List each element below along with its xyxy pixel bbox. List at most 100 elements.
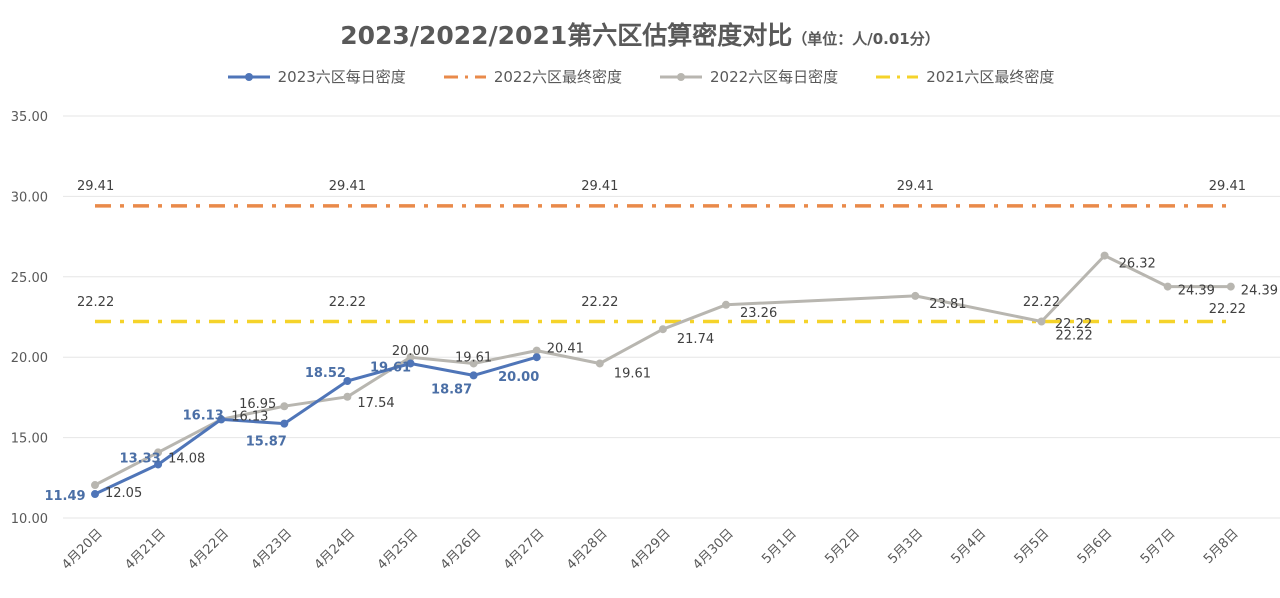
data-point-2022-daily bbox=[1163, 282, 1172, 291]
y-tick-label: 20.00 bbox=[11, 351, 48, 366]
data-point-2022-daily bbox=[595, 359, 604, 368]
data-label-2022-daily: 17.54 bbox=[357, 396, 394, 411]
data-point-2022-daily bbox=[658, 325, 667, 334]
data-label-2022-daily: 20.00 bbox=[392, 344, 429, 359]
data-point-2023-daily bbox=[217, 415, 226, 424]
y-tick-label: 35.00 bbox=[11, 110, 48, 125]
data-label-2022-final: 29.41 bbox=[581, 179, 618, 194]
y-tick-label: 30.00 bbox=[11, 190, 48, 205]
data-point-2023-daily bbox=[343, 376, 352, 385]
legend-label-2022-final: 2022六区最终密度 bbox=[493, 68, 622, 86]
legend-swatch-2021-final bbox=[876, 75, 919, 78]
data-label-2022-final: 29.41 bbox=[897, 179, 934, 194]
x-tick-label: 4月27日 bbox=[501, 526, 548, 573]
data-label-2022-daily: 19.61 bbox=[455, 350, 492, 365]
data-label-2021-final: 22.22 bbox=[1055, 317, 1092, 332]
data-label-2023-daily: 15.87 bbox=[246, 435, 287, 450]
data-label-2023-daily: 16.13 bbox=[183, 408, 224, 423]
data-point-2022-daily bbox=[343, 392, 352, 401]
y-tick-label: 15.00 bbox=[11, 432, 48, 447]
chart-title: 2023/2022/2021第六区估算密度对比（单位：人/0.01分） bbox=[0, 16, 1280, 52]
data-point-2022-daily bbox=[91, 481, 99, 490]
data-label-2022-daily: 22.22 bbox=[1056, 329, 1093, 344]
data-label-2022-daily: 21.74 bbox=[677, 332, 714, 347]
x-tick-label: 4月29日 bbox=[627, 526, 674, 573]
data-point-2022-daily bbox=[911, 291, 920, 300]
legend-item-2022-final[interactable]: 2022六区最终密度 bbox=[442, 66, 622, 87]
legend-swatch-2022-daily bbox=[660, 72, 702, 81]
data-label-2022-daily: 23.26 bbox=[740, 306, 777, 321]
data-label-2022-final: 29.41 bbox=[77, 179, 114, 194]
x-tick-label: 4月25日 bbox=[375, 526, 422, 573]
data-label-2022-daily: 14.08 bbox=[168, 451, 205, 466]
data-label-2023-daily: 18.87 bbox=[431, 382, 472, 397]
data-point-2022-daily bbox=[469, 359, 478, 368]
data-point-2023-daily bbox=[91, 490, 99, 499]
x-tick-label: 5月4日 bbox=[949, 526, 990, 567]
data-label-2022-daily: 24.39 bbox=[1241, 284, 1278, 299]
data-point-2022-daily bbox=[722, 300, 730, 309]
data-point-2023-daily bbox=[154, 460, 163, 469]
data-point-2022-daily bbox=[532, 346, 541, 355]
legend-label-2023-daily: 2023六区每日密度 bbox=[277, 68, 406, 86]
data-label-2022-daily: 19.61 bbox=[614, 366, 651, 381]
x-tick-label: 5月2日 bbox=[822, 526, 863, 567]
x-tick-label: 5月3日 bbox=[885, 526, 926, 567]
x-tick-label: 5月5日 bbox=[1012, 526, 1053, 567]
x-tick-label: 4月30日 bbox=[690, 526, 737, 573]
data-label-2023-daily: 13.33 bbox=[120, 451, 161, 466]
x-tick-label: 4月20日 bbox=[59, 526, 106, 573]
data-point-2022-daily bbox=[1037, 317, 1046, 326]
x-tick-label: 4月21日 bbox=[122, 526, 169, 573]
data-label-2021-final: 22.22 bbox=[77, 295, 114, 310]
data-label-2021-final: 22.22 bbox=[1209, 302, 1246, 317]
data-point-2023-daily bbox=[469, 371, 478, 380]
x-tick-label: 5月1日 bbox=[759, 526, 800, 567]
legend-item-2021-final[interactable]: 2021六区最终密度 bbox=[874, 66, 1054, 87]
data-point-2022-daily bbox=[280, 402, 289, 411]
data-label-2021-final: 22.22 bbox=[329, 295, 366, 310]
x-tick-label: 5月7日 bbox=[1138, 526, 1179, 567]
x-tick-label: 4月22日 bbox=[185, 526, 232, 573]
data-label-2022-daily: 24.39 bbox=[1178, 284, 1215, 299]
chart-title-unit: （单位：人/0.01分） bbox=[792, 30, 940, 48]
data-label-2022-daily: 26.32 bbox=[1119, 257, 1156, 272]
data-label-2023-daily: 18.52 bbox=[305, 366, 346, 381]
data-label-2022-final: 29.41 bbox=[329, 179, 366, 194]
data-point-2022-daily bbox=[1226, 282, 1235, 291]
data-point-2022-daily bbox=[1100, 251, 1109, 260]
data-label-2022-daily: 16.95 bbox=[239, 397, 276, 412]
legend-item-2022-daily[interactable]: 2022六区每日密度 bbox=[658, 66, 838, 87]
data-label-2022-daily: 23.81 bbox=[929, 297, 966, 312]
series-line-2022-daily bbox=[94, 254, 1231, 487]
legend-label-2022-daily: 2022六区每日密度 bbox=[710, 68, 839, 86]
x-tick-label: 5月8日 bbox=[1201, 526, 1242, 567]
data-point-2023-daily bbox=[406, 359, 415, 368]
legend-swatch-2023-daily bbox=[227, 72, 270, 81]
data-label-2023-daily: 20.00 bbox=[498, 370, 539, 385]
y-tick-label: 10.00 bbox=[11, 512, 48, 527]
data-label-2022-daily: 12.05 bbox=[105, 486, 142, 501]
x-tick-label: 4月24日 bbox=[312, 526, 359, 573]
data-point-2023-daily bbox=[280, 419, 289, 428]
legend-swatch-2022-final bbox=[443, 75, 486, 78]
data-label-2021-final: 22.22 bbox=[581, 295, 618, 310]
legend-item-2023-daily[interactable]: 2023六区每日密度 bbox=[226, 66, 406, 87]
data-label-2022-final: 29.41 bbox=[1209, 179, 1246, 194]
data-label-2022-daily: 16.13 bbox=[231, 409, 268, 424]
x-tick-label: 4月26日 bbox=[438, 526, 485, 573]
y-tick-label: 25.00 bbox=[11, 271, 48, 286]
data-point-2022-daily bbox=[154, 448, 163, 457]
chart-title-main: 2023/2022/2021第六区估算密度对比 bbox=[340, 21, 793, 50]
chart-legend: 2023六区每日密度 2022六区最终密度 2022六区每日密度 2021六区最… bbox=[0, 66, 1280, 87]
data-label-2022-daily: 20.41 bbox=[547, 342, 584, 357]
legend-label-2021-final: 2021六区最终密度 bbox=[926, 68, 1055, 86]
data-label-2021-final: 22.22 bbox=[1023, 295, 1060, 310]
x-tick-label: 4月23日 bbox=[249, 526, 296, 573]
x-tick-label: 4月28日 bbox=[564, 526, 611, 573]
series-line-2023-daily bbox=[94, 355, 538, 496]
data-point-2022-daily bbox=[406, 353, 415, 362]
x-tick-label: 5月6日 bbox=[1075, 526, 1116, 567]
